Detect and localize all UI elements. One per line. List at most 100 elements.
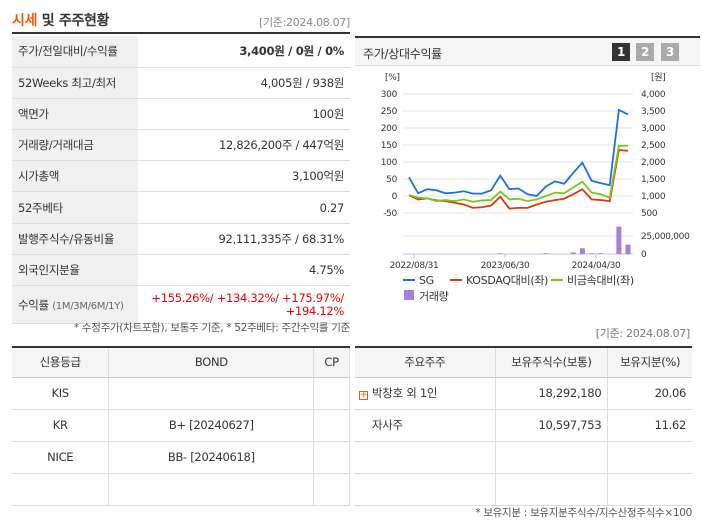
- volume-tick-label: 25,000,000: [641, 232, 690, 242]
- credit-cell: [108, 473, 315, 506]
- stat-label: 액면가: [12, 98, 138, 131]
- credit-header: 신용등급: [12, 347, 110, 378]
- chart-page-3-button[interactable]: 3: [661, 43, 679, 61]
- title-price: 시세: [12, 13, 38, 29]
- major-holders-table: 주요주주 보유주식수(보통) 보유지분(%) + 박창호 외 1인 18,292,180 2…: [355, 346, 692, 506]
- right-base-date: [기준: 2024.08.07]: [595, 327, 691, 340]
- holder-name: 자사주: [372, 418, 403, 432]
- returns-value-2: +194.12%: [285, 303, 345, 318]
- volume-bar: [625, 244, 631, 254]
- stat-label: 52주베타: [12, 191, 138, 224]
- left-unit: [%]: [385, 73, 400, 83]
- right-tick-label: 1,000: [641, 192, 666, 202]
- section-header: 시세 및 주주현황 [기준:2024.08.07]: [12, 10, 350, 34]
- table-row: + 박창호 외 1인 18,292,180 20.06: [355, 377, 692, 410]
- table-row: KR B+ [20240627]: [12, 409, 350, 442]
- credit-cell: KIS: [12, 377, 110, 410]
- holder-shares: [495, 473, 609, 506]
- chart-page-2-button[interactable]: 2: [636, 43, 654, 61]
- stat-row: 발행주식수/유동비율 92,111,335주 / 68.31%: [12, 223, 350, 255]
- stat-row: 52주베타 0.27: [12, 191, 350, 224]
- credit-cell: [313, 377, 350, 410]
- stat-value: 100원: [138, 98, 350, 131]
- series-line-2: [408, 144, 629, 203]
- left-tick-label: 0: [392, 192, 398, 202]
- holder-ratio: [607, 441, 692, 474]
- table-row: [355, 441, 692, 474]
- returns-row: 수익률 (1M/3M/6M/1Y) +155.26%/ +134.32%/ +17…: [12, 285, 350, 324]
- returns-value-1: +155.26%/ +134.32%/ +175.97%/: [151, 290, 344, 305]
- stat-label: 시가총액: [12, 160, 138, 193]
- legend-label: 거래량: [419, 290, 449, 303]
- holder-ratio: 11.62: [607, 409, 692, 442]
- price-chart: [%] [원] 300 4,000 250 3,500 200 3,000 150 2,500 10…: [381, 72, 691, 303]
- stat-row: 액면가 100원: [12, 98, 350, 131]
- holder-ratio: [607, 473, 692, 506]
- stat-value: 3,100억원: [138, 160, 350, 193]
- holder-shares: 10,597,753: [495, 409, 609, 442]
- x-tick-label: 2023/06/30: [481, 261, 530, 271]
- volume-bar: [570, 252, 576, 254]
- credit-cell: [313, 441, 350, 474]
- credit-cell: [313, 473, 350, 506]
- volume-bar: [589, 253, 594, 254]
- credit-cell: [12, 473, 110, 506]
- volume-bar: [616, 226, 622, 254]
- table-row: [12, 473, 350, 506]
- stat-row: 52Weeks 최고/최저 4,005원 / 938원: [12, 67, 350, 99]
- note: * 수정주가(차트포함), 보통주 기준, * 52주베타: 주간수익률 기준: [73, 322, 350, 334]
- left-tick-label: 150: [381, 141, 398, 151]
- stat-label: 외국인지분율: [12, 254, 138, 287]
- credit-header: CP: [313, 347, 350, 378]
- x-tick-label: 2022/08/31: [390, 261, 439, 271]
- legend-swatch: [404, 290, 414, 300]
- stat-value: 12,826,200주 / 447억원: [138, 129, 350, 162]
- left-tick-label: 100: [381, 158, 398, 168]
- right-tick-label: 3,500: [641, 107, 666, 117]
- stat-label: 발행주식수/유동비율: [12, 223, 138, 255]
- stat-label: 주가/전일대비/수익률: [12, 36, 138, 68]
- x-tick-label: 2024/04/30: [572, 261, 621, 271]
- right-tick-label: 4,000: [641, 90, 666, 100]
- table-row: KIS: [12, 377, 350, 410]
- table-row: [355, 473, 692, 506]
- series-line-1: [408, 149, 629, 210]
- left-tick-label: 250: [381, 107, 398, 117]
- right-tick-label: 500: [641, 209, 658, 219]
- right-tick-label: 1,500: [641, 175, 666, 185]
- left-tick-label: 200: [381, 124, 398, 134]
- stat-row: 거래량/거래대금 12,826,200주 / 447억원: [12, 129, 350, 162]
- holder-name[interactable]: 박창호 외 1인: [372, 386, 438, 400]
- price-stats-table: 주가/전일대비/수익률 3,400원 / 0원 / 0% 52Weeks 최고/최저…: [12, 36, 350, 324]
- holder-ratio: 20.06: [607, 377, 692, 410]
- left-tick-label: 300: [381, 90, 398, 100]
- stat-row: 주가/전일대비/수익률 3,400원 / 0원 / 0%: [12, 36, 350, 68]
- stat-label: 거래량/거래대금: [12, 129, 138, 162]
- right-tick-label: 2,500: [641, 141, 666, 151]
- holders-header: 주요주주: [355, 347, 496, 378]
- right-tick-label: 2,000: [641, 158, 666, 168]
- right-tick-label: 3,000: [641, 124, 666, 134]
- volume-bar: [497, 253, 503, 254]
- credit-cell: KR: [12, 409, 110, 442]
- returns-period: (1M/3M/6M/1Y): [52, 300, 124, 312]
- legend-label: 비금속대비(좌): [567, 274, 634, 287]
- table-row: 자사주 10,597,753 11.62: [355, 409, 692, 442]
- left-tick-label: -50: [383, 209, 397, 219]
- legend-label: SG: [419, 274, 434, 287]
- stat-value: 92,111,335주 / 68.31%: [138, 223, 350, 255]
- holder-shares: [495, 441, 609, 474]
- stat-value: 3,400원 / 0원 / 0%: [138, 36, 350, 68]
- returns-label: 수익률: [18, 297, 49, 312]
- volume-bar: [543, 253, 549, 254]
- credit-cell: NICE: [12, 441, 110, 474]
- stat-row: 시가총액 3,100억원: [12, 160, 350, 193]
- chart-title: 주가/상대수익률: [363, 47, 442, 61]
- expand-icon[interactable]: +: [359, 390, 368, 400]
- holder-shares: 18,292,180: [495, 377, 609, 410]
- left-tick-label: 50: [386, 175, 397, 185]
- credit-cell: BB- [20240618]: [108, 441, 315, 474]
- stat-value: 0.27: [138, 191, 350, 224]
- credit-header: BOND: [108, 347, 315, 378]
- chart-page-1-button[interactable]: 1: [612, 43, 630, 61]
